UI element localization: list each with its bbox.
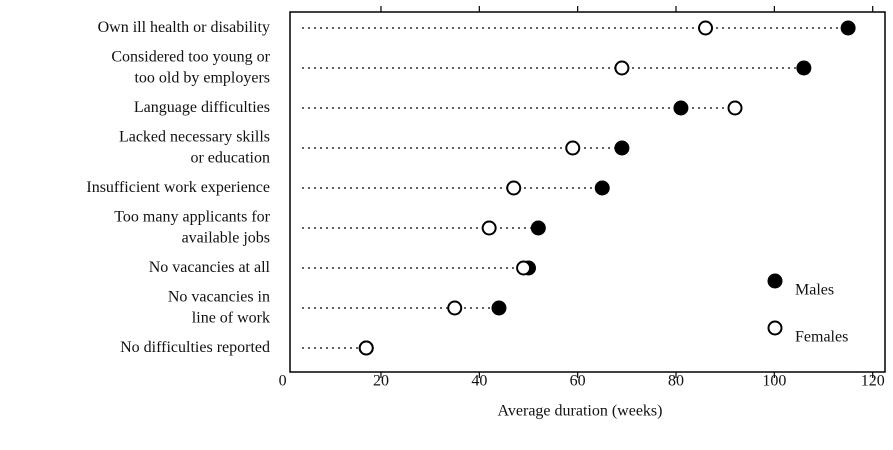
category-label: Considered too young or too old by employ…: [111, 48, 270, 86]
x-tick-label: 20: [373, 373, 389, 390]
legend-label: Males: [795, 282, 834, 299]
dot: [358, 340, 374, 356]
category-label: Lacked necessary skills or education: [119, 128, 270, 166]
dot: [565, 140, 581, 156]
x-tick-label: 60: [570, 373, 586, 390]
x-tick-label: 0: [279, 373, 287, 390]
dot: [481, 220, 497, 236]
x-tick-label: 40: [471, 373, 487, 390]
category-label: No vacancies at all: [149, 259, 271, 276]
category-label: Language difficulties: [134, 99, 270, 116]
legend-label: Females: [795, 329, 848, 346]
legend-marker: [767, 273, 783, 289]
category-label: No difficulties reported: [120, 339, 270, 356]
dot: [530, 220, 546, 236]
dot: [594, 180, 610, 196]
dot: [796, 60, 812, 76]
x-axis-label: Average duration (weeks): [498, 403, 663, 420]
category-label: Own ill health or disability: [98, 19, 270, 36]
x-tick-label: 120: [861, 373, 885, 390]
dot: [614, 60, 630, 76]
dot: [727, 100, 743, 116]
plot-frame: [289, 11, 886, 373]
legend-marker: [767, 320, 783, 336]
x-tick-label: 100: [762, 373, 786, 390]
category-label: Too many applicants for available jobs: [114, 208, 270, 246]
dot: [614, 140, 630, 156]
dot: [506, 180, 522, 196]
dot: [840, 20, 856, 36]
dot: [698, 20, 714, 36]
category-label: Insufficient work experience: [86, 179, 270, 196]
dot: [491, 300, 507, 316]
dot: [673, 100, 689, 116]
category-label: No vacancies in line of work: [168, 288, 270, 326]
dot: [447, 300, 463, 316]
dot: [516, 260, 532, 276]
x-tick-label: 80: [668, 373, 684, 390]
